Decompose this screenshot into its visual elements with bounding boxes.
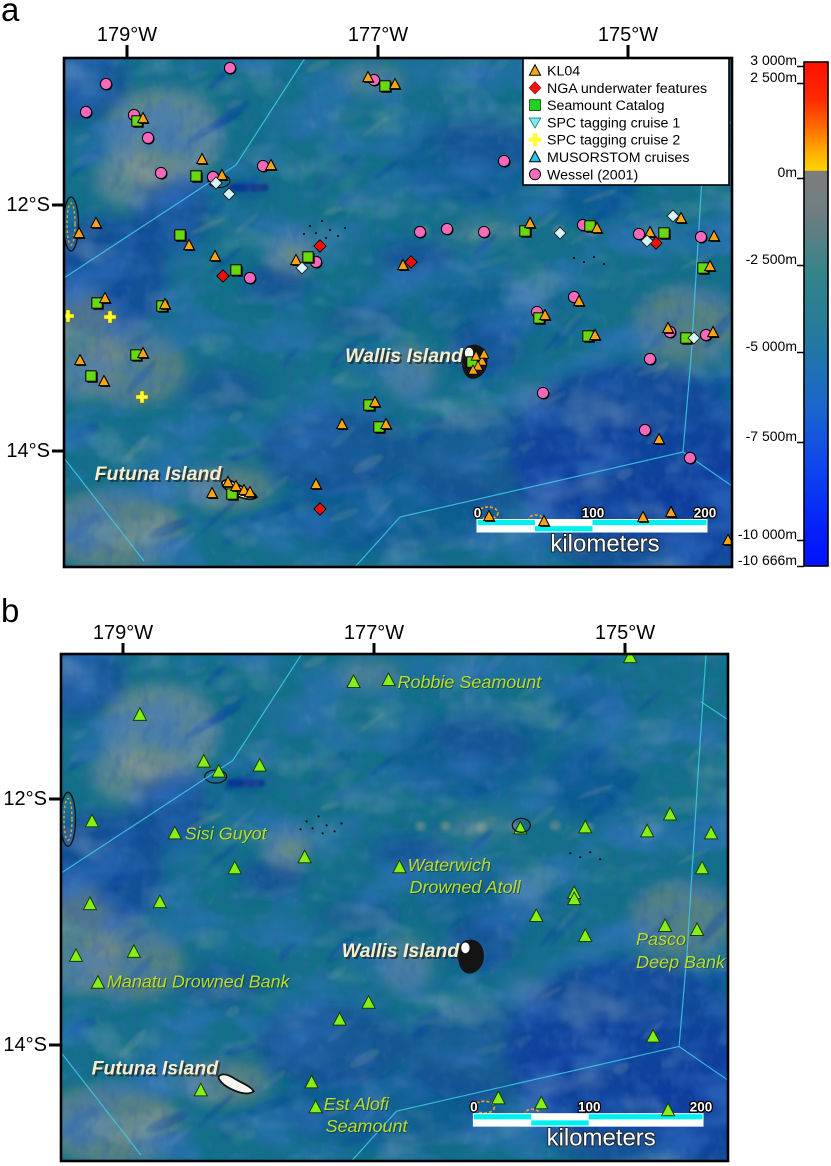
svg-text:-10 666m: -10 666m bbox=[738, 552, 797, 568]
svg-text:Seamount: Seamount bbox=[327, 1117, 410, 1137]
svg-text:SPC tagging cruise 2: SPC tagging cruise 2 bbox=[547, 133, 680, 149]
svg-text:12°S: 12°S bbox=[3, 788, 47, 810]
svg-text:Est Alofi: Est Alofi bbox=[324, 1094, 390, 1114]
svg-text:SPC tagging cruise 1: SPC tagging cruise 1 bbox=[547, 115, 680, 131]
svg-text:Est Alofi: Est Alofi bbox=[325, 1095, 391, 1115]
svg-text:b: b bbox=[1, 592, 19, 629]
svg-text:Robbie Seamount: Robbie Seamount bbox=[398, 673, 543, 693]
svg-text:Sisi Guyot: Sisi Guyot bbox=[186, 824, 269, 844]
svg-text:-7 500m: -7 500m bbox=[746, 428, 797, 444]
svg-text:14°S: 14°S bbox=[6, 440, 50, 462]
svg-text:12°S: 12°S bbox=[6, 194, 50, 216]
svg-text:Wessel (2001): Wessel (2001) bbox=[547, 167, 638, 183]
svg-text:Drowned Atoll: Drowned Atoll bbox=[410, 878, 522, 898]
svg-text:NGA underwater features: NGA underwater features bbox=[547, 81, 707, 97]
svg-text:177°W: 177°W bbox=[348, 24, 408, 46]
svg-text:Drowned Atoll: Drowned Atoll bbox=[409, 877, 521, 897]
svg-text:179°W: 179°W bbox=[93, 622, 153, 644]
svg-text:Sisi Guyot: Sisi Guyot bbox=[185, 823, 268, 843]
svg-text:Robbie Seamount: Robbie Seamount bbox=[397, 672, 542, 692]
svg-text:-2 500m: -2 500m bbox=[746, 251, 797, 267]
svg-text:Deep Bank: Deep Bank bbox=[637, 953, 727, 973]
svg-text:Waterwich: Waterwich bbox=[407, 855, 491, 875]
svg-text:Seamount Catalog: Seamount Catalog bbox=[547, 98, 665, 114]
svg-text:2 500m: 2 500m bbox=[750, 69, 797, 85]
svg-text:14°S: 14°S bbox=[3, 1034, 47, 1056]
svg-text:177°W: 177°W bbox=[344, 622, 404, 644]
svg-text:3 000m: 3 000m bbox=[750, 52, 797, 68]
svg-text:Manatu Drowned Bank: Manatu Drowned Bank bbox=[108, 973, 292, 993]
svg-text:-10 000m: -10 000m bbox=[738, 526, 797, 542]
svg-text:0m: 0m bbox=[778, 164, 797, 180]
svg-text:-5 000m: -5 000m bbox=[746, 338, 797, 354]
svg-text:Pasco: Pasco bbox=[636, 929, 686, 949]
svg-text:MUSORSTOM cruises: MUSORSTOM cruises bbox=[547, 150, 689, 166]
svg-text:179°W: 179°W bbox=[97, 24, 157, 46]
svg-text:Pasco: Pasco bbox=[637, 930, 687, 950]
svg-text:Deep Bank: Deep Bank bbox=[636, 952, 726, 972]
svg-text:175°W: 175°W bbox=[595, 622, 655, 644]
svg-text:a: a bbox=[1, 0, 20, 28]
svg-text:175°W: 175°W bbox=[598, 24, 658, 46]
svg-text:Waterwich: Waterwich bbox=[408, 856, 492, 876]
svg-text:KL04: KL04 bbox=[547, 64, 580, 80]
svg-text:Manatu Drowned Bank: Manatu Drowned Bank bbox=[107, 972, 291, 992]
svg-text:Seamount: Seamount bbox=[326, 1116, 409, 1136]
